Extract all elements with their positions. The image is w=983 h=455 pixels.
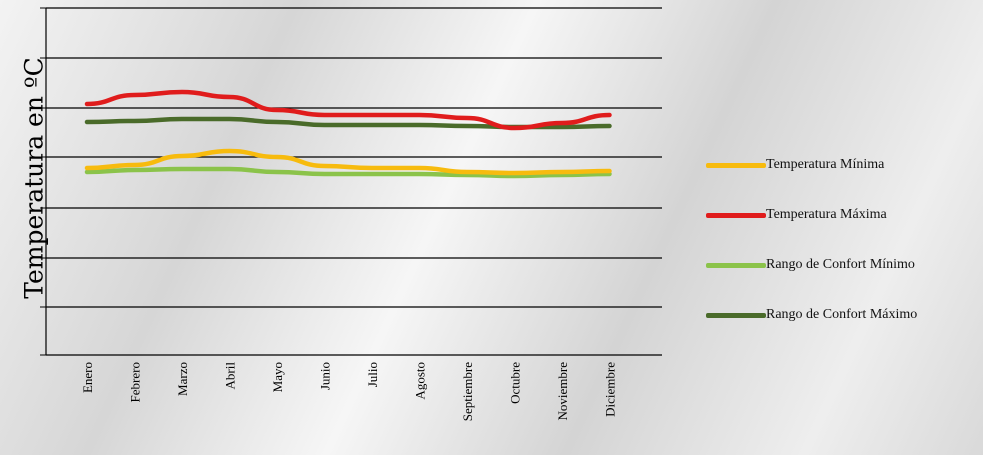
x-tick-label: Noviembre — [555, 362, 570, 421]
legend-label: Rango de Confort Máximo — [766, 307, 918, 322]
legend-item: Rango de Confort Mínimo — [706, 253, 917, 277]
legend-swatch — [706, 162, 766, 168]
x-tick-label: Junio — [318, 362, 333, 390]
x-tick-label: Julio — [365, 362, 380, 387]
x-tick-label: Abril — [223, 362, 238, 390]
legend-item: Temperatura Máxima — [706, 203, 917, 227]
x-tick-label: Octubre — [508, 362, 523, 404]
legend-label: Rango de Confort Mínimo — [766, 257, 915, 272]
legend-item: Rango de Confort Máximo — [706, 303, 917, 327]
legend: Temperatura Mínima Temperatura Máxima Rang… — [706, 153, 917, 353]
legend-swatch — [706, 212, 766, 218]
x-tick-label: Mayo — [270, 362, 285, 392]
series-line — [84, 89, 612, 131]
series-line — [84, 148, 612, 176]
x-tick-label: Febrero — [128, 362, 143, 402]
legend-label: Temperatura Mínima — [766, 157, 885, 172]
x-tick-label: Septiembre — [460, 362, 475, 421]
legend-label: Temperatura Máxima — [766, 207, 887, 222]
x-tick-label: Agosto — [413, 362, 428, 400]
legend-swatch — [706, 312, 766, 318]
x-tick-label: Marzo — [175, 362, 190, 396]
series-line — [84, 166, 612, 179]
x-tick-label: Diciembre — [603, 362, 618, 417]
x-tick-label: Enero — [80, 362, 95, 393]
y-axis-label: Temperatura en ºC — [19, 57, 49, 299]
legend-swatch — [706, 262, 766, 268]
legend-item: Temperatura Mínima — [706, 153, 917, 177]
